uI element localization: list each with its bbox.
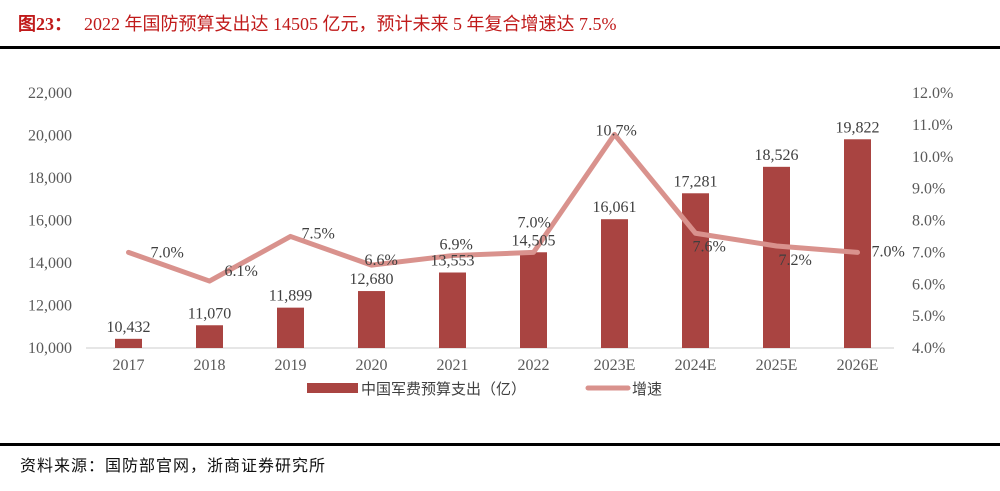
left-tick-label: 10,000 xyxy=(28,340,72,357)
bar-2018 xyxy=(196,325,223,348)
growth-value-label: 6.6% xyxy=(365,252,398,269)
growth-value-label: 7.0% xyxy=(872,243,905,260)
right-tick-label: 6.0% xyxy=(912,276,945,293)
bar-2023E xyxy=(601,219,628,348)
bar-2017 xyxy=(115,338,142,348)
left-tick-label: 12,000 xyxy=(28,298,72,315)
bar-value-label: 18,526 xyxy=(755,147,799,164)
bar-2024E xyxy=(682,193,709,348)
right-tick-label: 9.0% xyxy=(912,181,945,198)
growth-value-label: 10.7% xyxy=(596,122,637,139)
growth-value-label: 7.0% xyxy=(518,214,551,231)
footer-divider xyxy=(0,443,1000,446)
right-tick-label: 10.0% xyxy=(912,149,953,166)
bar-value-label: 10,432 xyxy=(107,319,151,336)
x-category-label: 2024E xyxy=(675,357,717,374)
x-category-label: 2022 xyxy=(518,357,550,374)
left-tick-label: 14,000 xyxy=(28,255,72,272)
bar-2025E xyxy=(763,166,790,348)
bar-2020 xyxy=(358,291,385,348)
bar-value-label: 19,822 xyxy=(836,119,880,136)
right-tick-label: 4.0% xyxy=(912,340,945,357)
x-category-label: 2020 xyxy=(356,357,388,374)
growth-value-label: 6.9% xyxy=(440,237,473,254)
right-tick-label: 7.0% xyxy=(912,244,945,261)
growth-value-label: 7.2% xyxy=(779,252,812,269)
left-tick-label: 18,000 xyxy=(28,170,72,187)
right-tick-label: 12.0% xyxy=(912,85,953,102)
x-category-label: 2026E xyxy=(837,357,879,374)
right-tick-label: 11.0% xyxy=(912,117,953,134)
x-category-label: 2018 xyxy=(194,357,226,374)
bar-value-label: 13,553 xyxy=(431,252,475,269)
x-category-label: 2023E xyxy=(594,357,636,374)
source-label: 资料来源： xyxy=(20,458,106,475)
x-category-label: 2021 xyxy=(437,357,469,374)
left-tick-label: 20,000 xyxy=(28,128,72,145)
x-category-label: 2025E xyxy=(756,357,798,374)
growth-line xyxy=(126,131,860,284)
x-category-label: 2017 xyxy=(113,357,145,374)
left-tick-label: 22,000 xyxy=(28,85,72,102)
growth-value-labels: 7.0% 6.1% 7.5% 6.6% 6.9% 7.0% 10.7% 7.6% 7.2% 7.0… xyxy=(151,122,905,280)
chart-legend: 中国军费预算支出（亿） 增速 xyxy=(307,380,662,398)
defense-budget-chart: 10,000 12,000 14,000 16,000 18,000 20,000 22,0… xyxy=(28,85,953,398)
right-tick-label: 5.0% xyxy=(912,308,945,325)
right-tick-label: 8.0% xyxy=(912,213,945,230)
left-axis-ticks: 10,000 12,000 14,000 16,000 18,000 20,000 22,0… xyxy=(28,85,72,357)
bar-value-label: 11,899 xyxy=(269,288,312,305)
bar-value-label: 12,680 xyxy=(350,271,394,288)
x-category-label: 2019 xyxy=(275,357,307,374)
bar-2021 xyxy=(439,272,466,348)
bar-2022 xyxy=(520,252,547,348)
legend-bar-label: 中国军费预算支出（亿） xyxy=(361,380,526,398)
figure-title-text: 2022 年国防预算支出达 14505 亿元，预计未来 5 年复合增速达 7.5… xyxy=(84,14,617,34)
bar-value-label: 14,505 xyxy=(512,232,556,249)
source-note: 资料来源：国防部官网，浙商证券研究所 xyxy=(20,452,326,476)
left-tick-label: 16,000 xyxy=(28,213,72,230)
bar-2019 xyxy=(277,307,304,348)
legend-bar-swatch xyxy=(307,383,358,393)
growth-value-label: 6.1% xyxy=(225,263,258,280)
title-divider xyxy=(0,46,1000,49)
growth-value-label: 7.6% xyxy=(693,238,726,255)
growth-value-label: 7.0% xyxy=(151,244,184,261)
bar-value-label: 11,070 xyxy=(188,305,231,322)
bar-2026E xyxy=(844,139,871,348)
right-axis-ticks: 4.0% 5.0% 6.0% 7.0% 8.0% 9.0% 10.0% 11.0% 12.0% xyxy=(912,85,953,357)
bar-value-labels: 10,432 11,070 11,899 12,680 13,553 14,505 16,0… xyxy=(107,119,880,336)
x-axis-labels: 2017 2018 2019 2020 2021 2022 2023E 2024E 2025E 2… xyxy=(113,357,879,374)
legend-line-label: 增速 xyxy=(632,381,662,398)
source-text: 国防部官网，浙商证券研究所 xyxy=(105,458,327,475)
bar-value-label: 17,281 xyxy=(674,173,718,190)
figure-title: 图23： 2022 年国防预算支出达 14505 亿元，预计未来 5 年复合增速达… xyxy=(18,11,990,37)
growth-value-label: 7.5% xyxy=(302,225,335,242)
bar-value-label: 16,061 xyxy=(593,199,637,216)
figure-number: 图23： xyxy=(18,14,72,34)
